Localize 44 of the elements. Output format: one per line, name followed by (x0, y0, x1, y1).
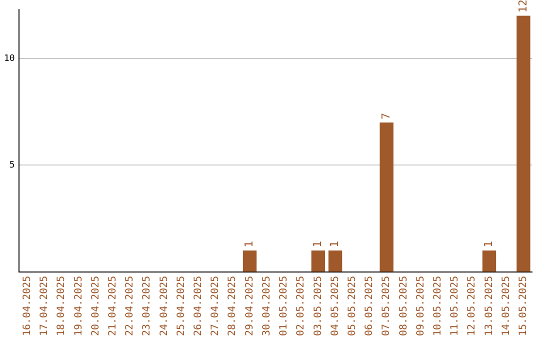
x-tick-label: 16.04.2025 (22, 276, 33, 336)
x-tick-label: 05.05.2025 (346, 276, 358, 336)
data-label: 1 (311, 240, 324, 248)
x-tick-label: 08.05.2025 (398, 276, 410, 336)
x-tick-label: 30.04.2025 (261, 276, 272, 336)
x-tick-label: 07.05.2025 (381, 276, 392, 336)
x-tick-label: 25.04.2025 (176, 276, 187, 336)
data-label: 7 (379, 112, 392, 120)
x-tick-label: 29.04.2025 (244, 276, 256, 336)
bar (242, 250, 257, 272)
x-tick-label: 09.05.2025 (415, 276, 426, 336)
x-tick-label: 04.05.2025 (330, 276, 341, 336)
x-tick-label: 27.04.2025 (210, 276, 222, 336)
bar (516, 16, 530, 272)
data-label: 1 (482, 240, 496, 248)
x-tick-label: 01.05.2025 (278, 276, 290, 336)
x-tick-label: 15.05.2025 (518, 276, 530, 336)
x-tick-label: 12.05.2025 (466, 276, 478, 336)
bar (311, 250, 326, 272)
x-tick-label: 19.04.2025 (73, 276, 84, 336)
x-tick-label: 14.05.2025 (500, 276, 512, 336)
y-tick-label: 10 (4, 54, 15, 64)
x-tick-label: 22.04.2025 (124, 276, 136, 336)
bar (328, 250, 342, 272)
y-tick-label: 5 (9, 160, 15, 170)
x-tick-label: 03.05.2025 (312, 276, 324, 336)
x-tick-label: 17.04.2025 (39, 276, 50, 336)
x-tick-label: 24.04.2025 (158, 276, 170, 336)
x-tick-label: 02.05.2025 (296, 276, 307, 336)
data-label: 12 (516, 0, 530, 13)
x-tick-label: 23.04.2025 (142, 276, 153, 336)
bar (380, 122, 394, 272)
x-tick-label: 20.04.2025 (90, 276, 102, 336)
x-tick-label: 28.04.2025 (227, 276, 238, 336)
data-label: 1 (242, 240, 256, 248)
x-tick-label: 11.05.2025 (450, 276, 461, 336)
x-tick-label: 06.05.2025 (364, 276, 376, 336)
x-tick-label: 26.04.2025 (193, 276, 204, 336)
x-tick-label: 18.04.2025 (56, 276, 68, 336)
x-tick-label: 10.05.2025 (432, 276, 444, 336)
bar (482, 250, 496, 272)
x-tick-label: 21.04.2025 (108, 276, 119, 336)
data-label: 1 (328, 240, 342, 248)
x-tick-label: 13.05.2025 (484, 276, 495, 336)
